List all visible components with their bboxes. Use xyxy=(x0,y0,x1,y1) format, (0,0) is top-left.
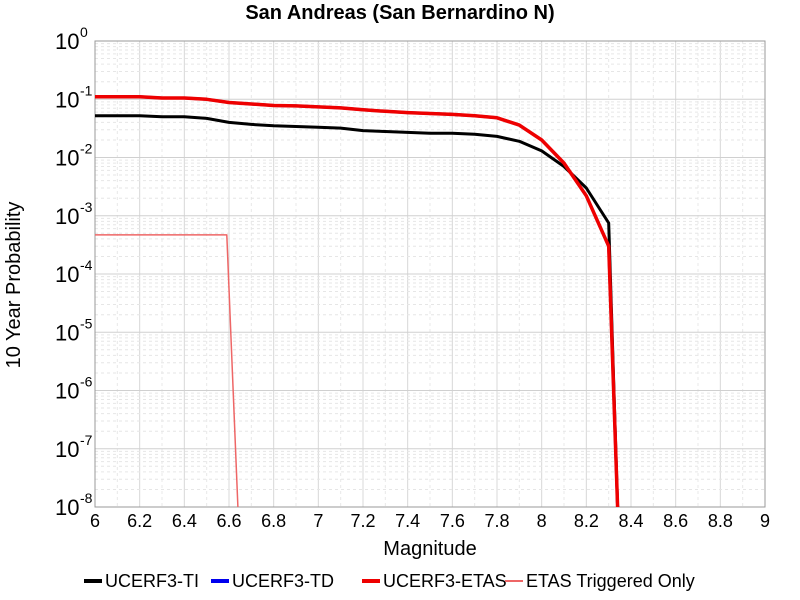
x-tick-label: 9 xyxy=(760,511,770,531)
y-tick-label: 10 -5 xyxy=(55,315,93,345)
y-tick-label: 10 -3 xyxy=(55,199,93,229)
legend-item: ETAS Triggered Only xyxy=(505,571,695,591)
y-tick-label: 10 -1 xyxy=(55,82,93,112)
legend: UCERF3-TI UCERF3-TD UCERF3-ETAS ETAS Trigge… xyxy=(84,571,695,591)
series-line-etas-triggered-only xyxy=(95,234,239,508)
y-tick-base: 10 xyxy=(55,495,79,520)
y-tick-exponent: -5 xyxy=(80,315,93,331)
y-tick-exponent: -2 xyxy=(80,141,93,157)
legend-label: UCERF3-TD xyxy=(232,571,334,591)
legend-label: ETAS Triggered Only xyxy=(526,571,695,591)
y-tick-exponent: -6 xyxy=(80,374,93,390)
y-tick-exponent: -4 xyxy=(80,257,93,273)
y-tick-exponent: -3 xyxy=(80,199,93,215)
y-tick-base: 10 xyxy=(55,146,79,171)
series-layer xyxy=(95,95,620,508)
y-tick-label: 10 -7 xyxy=(55,432,93,462)
x-tick-label: 8 xyxy=(537,511,547,531)
legend-item: UCERF3-TI xyxy=(84,571,199,591)
y-tick-exponent: -7 xyxy=(80,432,93,448)
y-tick-label: 10 -6 xyxy=(55,374,93,404)
x-tick-label: 8.4 xyxy=(618,511,643,531)
x-tick-labels: 6 6.2 6.4 6.6 6.8 7 7.2 7.4 7.6 7.8 8 8.2 8.4 8.6 8.8 9 xyxy=(90,511,770,531)
x-tick-label: 8.8 xyxy=(708,511,733,531)
x-tick-label: 6.6 xyxy=(216,511,241,531)
y-tick-exponent: -1 xyxy=(80,82,93,98)
chart-title: San Andreas (San Bernardino N) xyxy=(245,2,554,24)
x-tick-label: 6.4 xyxy=(172,511,197,531)
y-tick-base: 10 xyxy=(55,29,79,54)
x-tick-label: 7.2 xyxy=(350,511,375,531)
series-line-ucerf3-ti xyxy=(95,114,620,508)
y-tick-exponent: 0 xyxy=(80,24,88,40)
x-tick-label: 8.6 xyxy=(663,511,688,531)
y-tick-label: 10 0 xyxy=(55,24,88,54)
y-tick-label: 10 -4 xyxy=(55,257,93,287)
x-tick-label: 7.8 xyxy=(484,511,509,531)
x-tick-label: 7 xyxy=(313,511,323,531)
y-tick-base: 10 xyxy=(55,87,79,112)
y-tick-base: 10 xyxy=(55,262,79,287)
legend-label: UCERF3-TI xyxy=(105,571,199,591)
grid-lines xyxy=(94,40,766,508)
x-tick-label: 6 xyxy=(90,511,100,531)
x-tick-label: 7.6 xyxy=(440,511,465,531)
legend-item: UCERF3-TD xyxy=(211,571,334,591)
x-axis-label: Magnitude xyxy=(383,538,476,560)
plot-frame xyxy=(94,40,766,508)
legend-item: UCERF3-ETAS xyxy=(362,571,507,591)
x-tick-label: 6.8 xyxy=(261,511,286,531)
y-axis-label: 10 Year Probability xyxy=(3,202,25,369)
y-tick-base: 10 xyxy=(55,204,79,229)
y-tick-base: 10 xyxy=(55,437,79,462)
y-tick-base: 10 xyxy=(55,379,79,404)
series-line-ucerf3-etas xyxy=(95,95,620,508)
x-tick-label: 7.4 xyxy=(395,511,420,531)
y-tick-label: 10 -2 xyxy=(55,141,93,171)
y-tick-base: 10 xyxy=(55,320,79,345)
x-tick-label: 6.2 xyxy=(127,511,152,531)
x-tick-label: 8.2 xyxy=(574,511,599,531)
legend-label: UCERF3-ETAS xyxy=(383,571,507,591)
y-tick-label: 10 -8 xyxy=(55,490,93,520)
y-tick-exponent: -8 xyxy=(80,490,93,506)
